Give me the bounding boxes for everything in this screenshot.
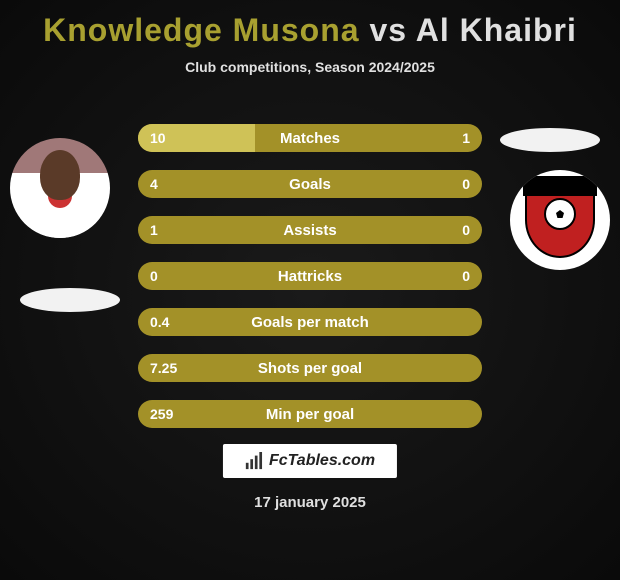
player1-name: Knowledge Musona — [43, 12, 359, 48]
stat-value-right: 0 — [462, 268, 470, 284]
stat-label: Matches — [280, 130, 340, 147]
comparison-title: Knowledge Musona vs Al Khaibri — [0, 0, 620, 49]
stat-value-left: 259 — [150, 406, 173, 422]
title-separator: vs — [369, 12, 407, 48]
stat-label: Shots per goal — [258, 360, 362, 377]
stat-value-right: 0 — [462, 176, 470, 192]
player1-avatar — [10, 138, 110, 238]
stat-label: Hattricks — [278, 268, 342, 285]
subtitle: Club competitions, Season 2024/2025 — [0, 59, 620, 75]
brand-text: FcTables.com — [269, 452, 375, 470]
stat-value-left: 0 — [150, 268, 158, 284]
stat-row: 0 Hattricks 0 — [138, 262, 482, 290]
player1-shadow — [20, 288, 120, 312]
stat-value-right: 1 — [462, 130, 470, 146]
stat-value-left: 1 — [150, 222, 158, 238]
stat-row: 4 Goals 0 — [138, 170, 482, 198]
stat-row: 10 Matches 1 — [138, 124, 482, 152]
stat-row: 1 Assists 0 — [138, 216, 482, 244]
stat-label: Goals — [289, 176, 331, 193]
brand-bars-icon — [245, 452, 263, 470]
stat-value-left: 10 — [150, 130, 166, 146]
stat-value-right: 0 — [462, 222, 470, 238]
stat-label: Min per goal — [266, 406, 354, 423]
brand-badge: FcTables.com — [223, 444, 397, 478]
player2-avatar — [510, 170, 610, 270]
stat-row: 7.25 Shots per goal — [138, 354, 482, 382]
stat-row: 0.4 Goals per match — [138, 308, 482, 336]
stat-value-left: 4 — [150, 176, 158, 192]
stats-bars: 10 Matches 1 4 Goals 0 1 Assists 0 0 Hattricks 0 0.4… — [138, 124, 482, 446]
stat-row: 259 Min per goal — [138, 400, 482, 428]
player2-name: Al Khaibri — [416, 12, 577, 48]
stat-label: Goals per match — [251, 314, 369, 331]
date-label: 17 january 2025 — [0, 494, 620, 511]
stat-value-left: 7.25 — [150, 360, 177, 376]
stat-label: Assists — [283, 222, 336, 239]
stat-value-left: 0.4 — [150, 314, 169, 330]
player2-shadow — [500, 128, 600, 152]
